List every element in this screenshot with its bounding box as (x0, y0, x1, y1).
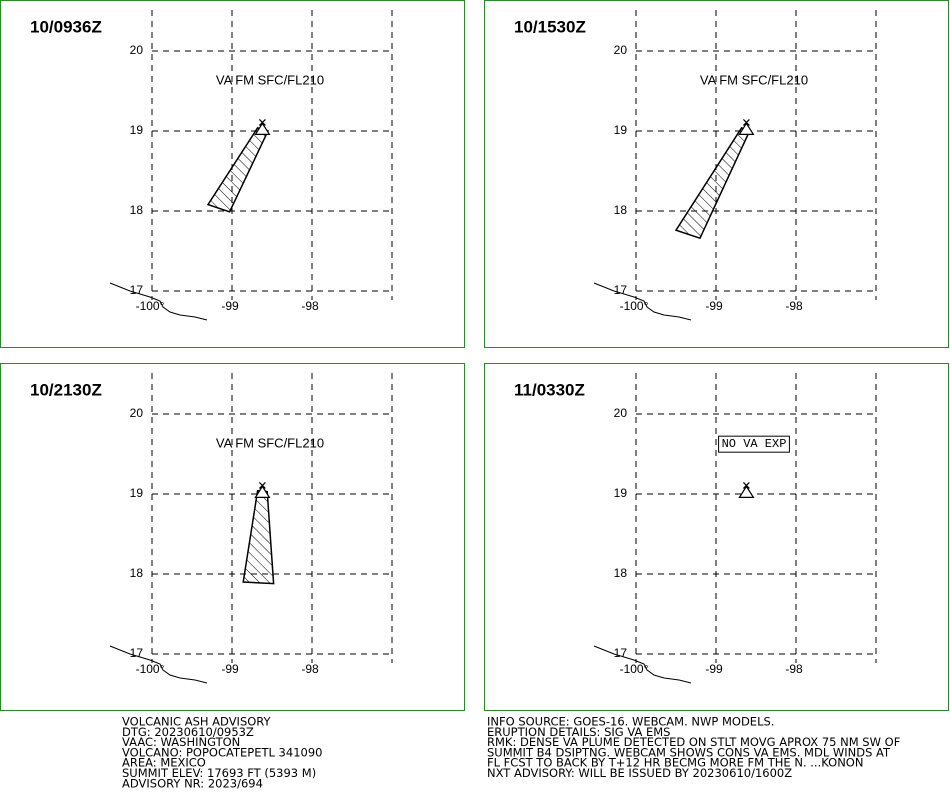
advisory-line: VOLCANO: POPOCATEPETL 341090 (122, 745, 322, 759)
lon-label: -100° (136, 662, 165, 676)
advisory-line: INFO SOURCE: GOES-16. WEBCAM. NWP MODELS… (487, 715, 774, 729)
advisory-line: SUMMIT B4 DSIPTNG. WEBCAM SHOWS CONS VA … (487, 745, 891, 759)
map-panel: 10/1530Z 20 19 18 17 -100° -99 -98 VA FM SFC/FL2… (484, 0, 949, 348)
advisory-line: AREA: MEXICO (122, 756, 206, 770)
lat-label: 20 (614, 406, 628, 420)
plume-label: VA FM SFC/FL210 (216, 435, 324, 450)
lat-label: 20 (614, 43, 628, 57)
coastline (109, 282, 208, 321)
advisory-line: ERUPTION DETAILS: SIG VA EMS (487, 725, 670, 739)
coastline (593, 282, 692, 321)
lat-label: 17 (614, 283, 628, 297)
lon-label: -99 (221, 299, 239, 313)
plume-label: NO VA EXP (722, 437, 787, 451)
lat-label: 17 (130, 283, 144, 297)
map-panel: 11/0330Z 20 19 18 17 -100° -99 -98 NO VA EXP (484, 363, 949, 711)
advisory-line: VOLCANIC ASH ADVISORY (122, 715, 272, 729)
volcano-symbol (738, 118, 755, 135)
lat-label: 17 (130, 646, 144, 660)
lat-label: 19 (130, 123, 144, 137)
forecast-time: 10/0936Z (30, 17, 102, 36)
ash-plume (242, 489, 275, 585)
lat-label: 18 (614, 203, 628, 217)
label-box (718, 435, 790, 453)
lat-label: 19 (614, 123, 628, 137)
lon-label: -100° (136, 299, 165, 313)
advisory-line: ADVISORY NR: 2023/694 (122, 776, 263, 790)
advisory-line: VAAC: WASHINGTON (122, 735, 240, 749)
map-panel: 10/0936Z 20 19 18 17 -100° -99 -98 VA FM SFC/FL2… (0, 0, 465, 348)
advisory-line: FL FCST TO BACK BY T+12 HR BECMG MORE FM… (487, 756, 863, 770)
advisory-line: NXT ADVISORY: WILL BE ISSUED BY 20230610… (487, 766, 792, 780)
forecast-time: 11/0330Z (514, 380, 585, 399)
volcano-symbol (738, 481, 755, 498)
plume-label: VA FM SFC/FL210 (700, 72, 808, 87)
lon-label: -99 (705, 299, 723, 313)
lon-label: -99 (221, 662, 239, 676)
lon-label: -98 (785, 662, 803, 676)
panel-border (0, 0, 465, 348)
lon-label: -98 (785, 299, 803, 313)
panel-border (484, 363, 949, 711)
lon-label: -99 (705, 662, 723, 676)
ash-plume (674, 126, 751, 240)
lat-label: 20 (130, 406, 144, 420)
volcano-symbol (254, 481, 271, 498)
volcano-symbol (254, 118, 271, 135)
lon-label: -100° (620, 662, 649, 676)
panel-border (0, 363, 465, 711)
lon-label: -98 (301, 662, 319, 676)
lat-label: 18 (614, 566, 628, 580)
lat-label: 18 (130, 566, 144, 580)
lat-label: 19 (130, 486, 144, 500)
advisory-line: RMK: DENSE VA PLUME DETECTED ON STLT MOV… (487, 735, 900, 749)
advisory-line: SUMMIT ELEV: 17693 FT (5393 M) (122, 766, 316, 780)
advisory-line: DTG: 20230610/0953Z (122, 725, 254, 739)
coastline (593, 645, 692, 684)
lat-label: 18 (130, 203, 144, 217)
plume-label: VA FM SFC/FL210 (216, 72, 324, 87)
lat-label: 17 (614, 646, 628, 660)
forecast-time: 10/2130Z (30, 380, 102, 399)
lon-label: -100° (620, 299, 649, 313)
lat-label: 20 (130, 43, 144, 57)
panel-border (484, 0, 949, 348)
map-panel: 10/2130Z 20 19 18 17 -100° -99 -98 VA FM SFC/FL2… (0, 363, 465, 711)
lat-label: 19 (614, 486, 628, 500)
ash-plume (206, 126, 270, 213)
forecast-time: 10/1530Z (514, 17, 586, 36)
coastline (109, 645, 208, 684)
lon-label: -98 (301, 299, 319, 313)
